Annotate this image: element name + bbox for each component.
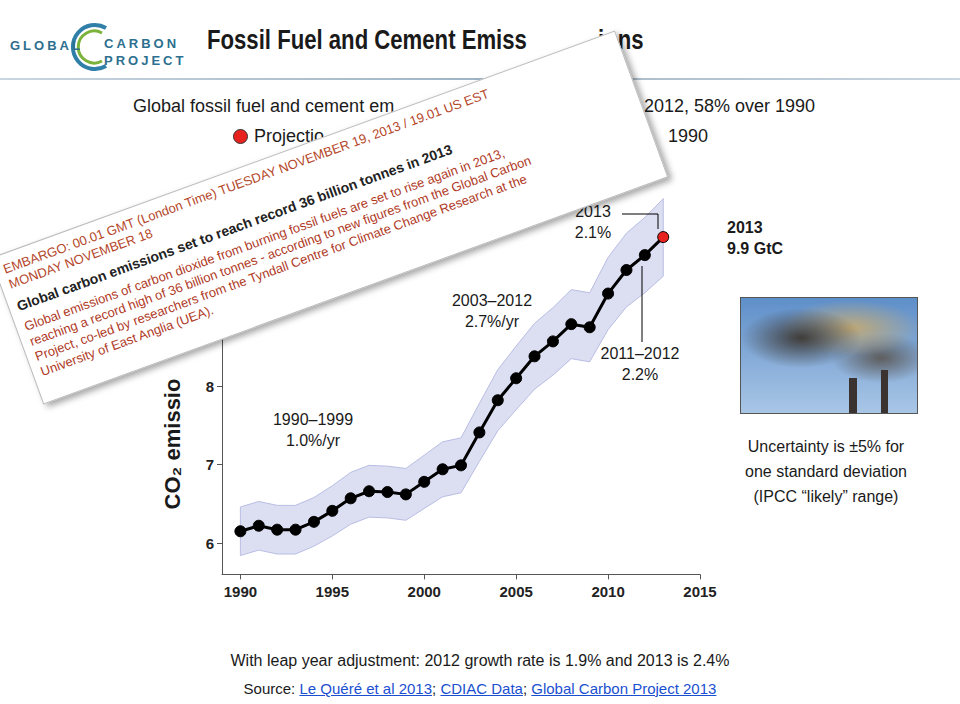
svg-text:8: 8 bbox=[206, 378, 214, 395]
svg-text:2.1%: 2.1% bbox=[575, 224, 611, 241]
svg-text:2013: 2013 bbox=[727, 219, 763, 236]
svg-text:2005: 2005 bbox=[499, 583, 532, 600]
svg-text:1995: 1995 bbox=[316, 583, 349, 600]
svg-text:2010: 2010 bbox=[591, 583, 624, 600]
svg-text:1.0%/yr: 1.0%/yr bbox=[286, 432, 341, 449]
svg-text:7: 7 bbox=[206, 456, 214, 473]
svg-text:9.9 GtC: 9.9 GtC bbox=[727, 240, 783, 257]
svg-text:1990–1999: 1990–1999 bbox=[273, 411, 353, 428]
svg-text:2015: 2015 bbox=[683, 583, 716, 600]
svg-text:2.2%: 2.2% bbox=[622, 366, 658, 383]
svg-text:2003–2012: 2003–2012 bbox=[452, 292, 532, 309]
svg-text:1990: 1990 bbox=[224, 583, 257, 600]
svg-text:CO₂ emissio: CO₂ emissio bbox=[160, 379, 185, 510]
svg-text:2.7%/yr: 2.7%/yr bbox=[465, 313, 520, 330]
svg-text:2011–2012: 2011–2012 bbox=[601, 345, 680, 362]
svg-text:6: 6 bbox=[206, 535, 214, 552]
svg-text:2000: 2000 bbox=[408, 583, 441, 600]
